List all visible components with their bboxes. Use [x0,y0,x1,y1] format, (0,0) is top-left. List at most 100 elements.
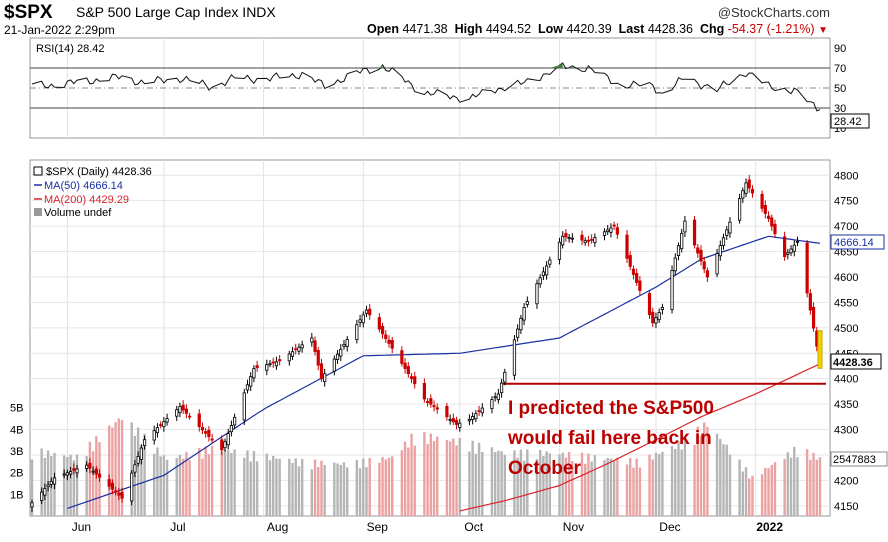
candle-body [561,235,565,246]
candle-body [606,229,610,233]
volume-bar [606,457,609,516]
legend-volume: Volume undef [44,207,112,219]
volume-bar [362,458,365,516]
volume-bar [468,451,471,516]
rsi-overbought-fill [559,62,563,68]
candle-body [680,232,684,250]
volume-bar [567,451,571,516]
volume-bar [703,422,706,516]
volume-bar [674,448,677,516]
candle-body [480,407,484,414]
candle-body [380,325,385,335]
chart-header: $SPX S&P 500 Large Cap Index INDX 21-Jan… [0,0,888,38]
volume-bar [381,457,384,516]
candle-body [535,283,539,305]
candle-body [445,405,449,418]
volume-bar [432,441,436,516]
volume-bar [477,442,481,516]
volume-bar [130,422,133,516]
volume-bar [612,460,616,516]
volume-bar [40,448,43,516]
candle-body [97,473,102,478]
volume-bar [175,457,178,516]
volume-bar [535,458,539,516]
candle-body [647,293,652,316]
candle-body [737,198,742,221]
candle-body [654,317,658,324]
volume-bar [165,459,169,516]
volume-bar [62,455,66,516]
candle-body [139,447,143,460]
volume-bar [609,458,613,516]
volume-bar [693,444,696,516]
candle-body [88,462,92,469]
candle-body [811,306,816,329]
volume-bar [680,449,683,516]
candle-body [400,350,404,364]
candle-body [744,182,748,194]
volume-bar [333,462,336,516]
candle-body [181,404,185,411]
candle-body [692,219,697,246]
candle-body [766,215,771,219]
volume-value-tag: 2547883 [830,451,888,467]
volume-bar [136,427,140,516]
candle-body [184,408,188,414]
candle-body [750,188,755,194]
candle-body [94,468,98,475]
volume-bar [616,457,619,516]
candle-body [705,270,710,278]
legend-ma50: MA(50) 4666.14 [44,180,123,192]
candle-body [590,239,594,241]
low-value: 4420.39 [566,22,612,36]
candle-body [805,242,809,294]
price-tick-label: 4500 [834,323,858,335]
volume-bar [638,467,642,516]
volume-bar [291,462,294,516]
price-tick-label: 4650 [834,247,858,259]
candle-body [300,344,304,349]
volume-bar [91,451,95,516]
price-tick-label: 4350 [834,399,858,411]
volume-bar [365,467,368,516]
volume-bar [297,466,301,516]
candle-body [120,492,124,499]
candle-body [580,234,584,241]
legend-price: $SPX (Daily) 4428.36 [46,166,152,178]
volume-bar [294,458,297,516]
candle-body [545,265,549,276]
ma50-value-tag: 4666.14 [830,234,885,250]
candle-body [339,348,343,357]
last-price-tag: 4428.36 [830,353,882,370]
annotation-line-1: I predicted the S&P500 [508,398,714,419]
candle-body [474,413,478,420]
down-arrow-icon: ▼ [818,25,828,36]
volume-bar [153,453,156,516]
volume-bar [789,457,793,516]
volume-bar [590,461,593,516]
volume-bar [493,452,497,516]
high-value: 4494.52 [485,22,532,36]
price-tick-label: 4700 [834,221,858,233]
candle-body [763,205,767,214]
candle-body [783,236,787,258]
candle-body [233,416,237,426]
candle-body [142,439,147,446]
volume-bar [252,451,256,516]
volume-bar [384,459,387,516]
ma200-line [459,363,821,512]
volume-bar [452,438,455,516]
volume-bar [220,451,223,516]
candle-body [287,353,291,362]
candle-body [615,227,619,235]
candle-body [197,413,201,428]
candle-body [265,364,269,371]
candle-body [413,376,417,385]
volume-bar [275,458,278,516]
volume-bar [719,438,722,516]
volume-bar [648,454,651,516]
x-axis-month-label: Oct [464,520,483,534]
candle-body [403,362,407,369]
annotation: I predicted the S&P500 would fail here b… [507,398,714,479]
